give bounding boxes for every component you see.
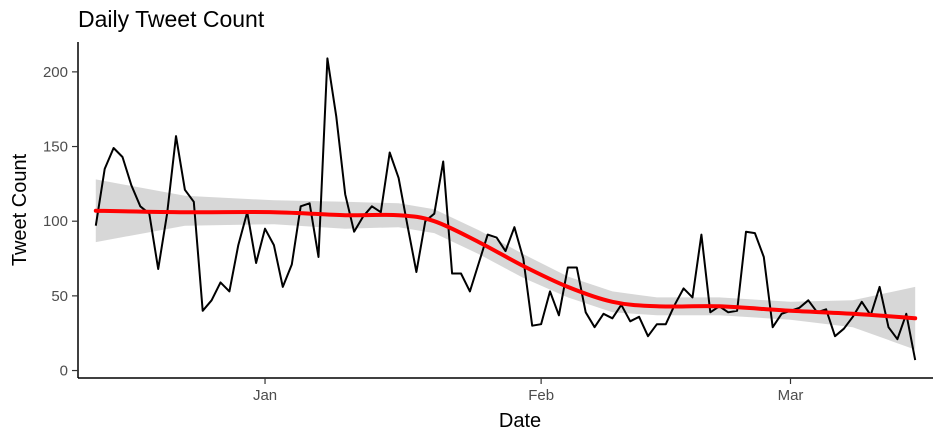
x-tick-label: Feb	[528, 387, 554, 404]
y-tick-label: 0	[60, 363, 68, 380]
y-tick-label: 200	[43, 64, 68, 81]
x-tick-label: Jan	[253, 387, 277, 404]
chart-title: Daily Tweet Count	[78, 6, 265, 32]
y-tick-label: 100	[43, 213, 68, 230]
smoothed-trend-line	[93, 208, 918, 321]
x-axis-title: Date	[499, 410, 541, 432]
daily-count-line	[94, 57, 917, 361]
confidence-band	[95, 179, 916, 350]
y-tick-label: 50	[51, 288, 68, 305]
x-tick-label: Mar	[778, 387, 804, 404]
y-tick-label: 150	[43, 139, 68, 156]
y-axis-title: Tweet Count	[9, 153, 31, 266]
